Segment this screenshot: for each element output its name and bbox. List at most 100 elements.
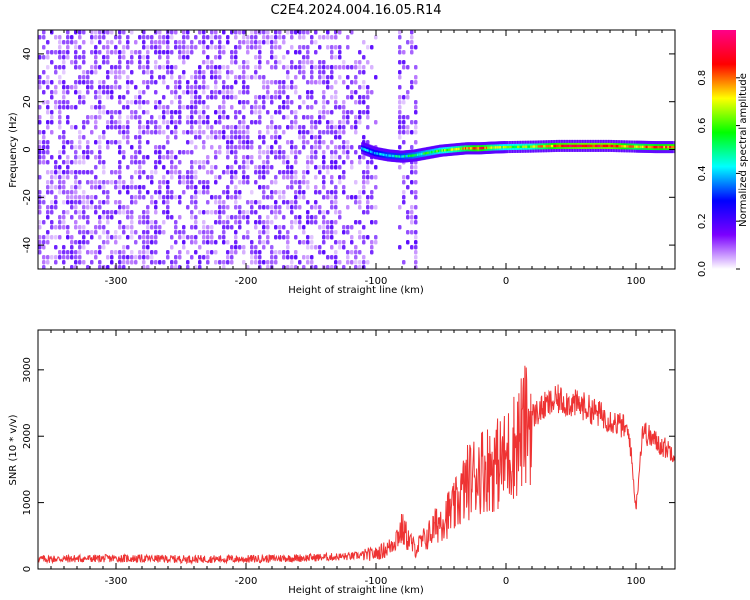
heatmap-noise-cell (262, 150, 266, 155)
heatmap-noise-cell (194, 205, 198, 210)
heatmap-noise-cell (82, 210, 86, 215)
heatmap-noise-cell (110, 260, 114, 265)
heatmap-noise-cell (82, 70, 86, 75)
heatmap-noise-cell (310, 145, 314, 150)
heatmap-noise-cell (66, 50, 70, 55)
heatmap-noise-cell (170, 160, 174, 165)
heatmap-noise-cell (282, 225, 286, 230)
heatmap-noise-cell (94, 55, 98, 60)
heatmap-noise-cell (326, 195, 330, 200)
heatmap-noise-cell (398, 105, 402, 110)
heatmap-noise-cell (78, 245, 82, 250)
heatmap-noise-cell (254, 70, 258, 75)
heatmap-noise-cell (86, 75, 90, 80)
heatmap-noise-cell (342, 265, 346, 270)
heatmap-noise-cell (158, 35, 162, 40)
heatmap-noise-cell (334, 220, 338, 225)
heatmap-noise-cell (234, 75, 238, 80)
heatmap-noise-cell (74, 205, 78, 210)
heatmap-noise-cell (250, 190, 254, 195)
heatmap-noise-cell (54, 185, 58, 190)
heatmap-noise-cell (298, 220, 302, 225)
heatmap-noise-cell (182, 150, 186, 155)
heatmap-noise-cell (366, 160, 370, 165)
spectrogram-y-tick-label: -20 (22, 189, 33, 205)
heatmap-noise-cell (198, 85, 202, 90)
heatmap-noise-cell (122, 210, 126, 215)
heatmap-noise-cell (134, 85, 138, 90)
heatmap-noise-cell (302, 175, 306, 180)
heatmap-noise-cell (342, 65, 346, 70)
heatmap-noise-cell (122, 225, 126, 230)
heatmap-noise-cell (122, 185, 126, 190)
heatmap-noise-cell (162, 165, 166, 170)
heatmap-noise-cell (314, 200, 318, 205)
heatmap-noise-cell (174, 230, 178, 235)
heatmap-noise-cell (306, 240, 310, 245)
colorbar-ticks: 0.00.20.40.60.8 (697, 70, 740, 277)
heatmap-noise-cell (70, 265, 74, 270)
heatmap-noise-cell (62, 225, 66, 230)
heatmap-noise-cell (302, 100, 306, 105)
heatmap-noise-cell (366, 205, 370, 210)
heatmap-noise-cell (98, 30, 102, 35)
heatmap-noise-cell (270, 95, 274, 100)
heatmap-noise-cell (326, 145, 330, 150)
heatmap-noise-cell (38, 200, 42, 205)
heatmap-noise-cell (94, 185, 98, 190)
heatmap-noise-cell (138, 95, 142, 100)
heatmap-noise-cell (282, 170, 286, 175)
heatmap-noise-cell (166, 185, 170, 190)
heatmap-noise-cell (202, 145, 206, 150)
heatmap-noise-cell (174, 195, 178, 200)
heatmap-noise-cell (338, 175, 342, 180)
heatmap-noise-cell (354, 200, 358, 205)
heatmap-noise-cell (414, 235, 418, 240)
heatmap-noise-cell (230, 105, 234, 110)
heatmap-noise-cell (278, 230, 282, 235)
heatmap-noise-cell (102, 215, 106, 220)
heatmap-noise-cell (90, 180, 94, 185)
heatmap-noise-cell (82, 155, 86, 160)
heatmap-noise-cell (298, 180, 302, 185)
heatmap-noise-cell (306, 245, 310, 250)
heatmap-noise-cell (58, 250, 62, 255)
heatmap-noise-cell (282, 105, 286, 110)
heatmap-signal-core (540, 145, 545, 148)
heatmap-noise-cell (98, 95, 102, 100)
heatmap-noise-cell (74, 170, 78, 175)
heatmap-noise-cell (202, 140, 206, 145)
heatmap-noise-cell (414, 215, 418, 220)
heatmap-noise-cell (174, 165, 178, 170)
heatmap-noise-cell (118, 160, 122, 165)
heatmap-noise-cell (218, 50, 222, 55)
heatmap-noise-cell (398, 35, 402, 40)
heatmap-noise-cell (254, 220, 258, 225)
heatmap-noise-cell (322, 75, 326, 80)
heatmap-noise-cell (234, 245, 238, 250)
heatmap-noise-cell (334, 155, 338, 160)
heatmap-noise-cell (346, 195, 350, 200)
heatmap-noise-cell (98, 205, 102, 210)
heatmap-noise-cell (86, 205, 90, 210)
heatmap-noise-cell (370, 90, 374, 95)
heatmap-noise-cell (358, 70, 362, 75)
heatmap-noise-cell (194, 235, 198, 240)
heatmap-noise-cell (38, 120, 42, 125)
heatmap-noise-cell (370, 65, 374, 70)
heatmap-noise-cell (322, 100, 326, 105)
heatmap-noise-cell (242, 260, 246, 265)
heatmap-noise-cell (274, 200, 278, 205)
heatmap-noise-cell (302, 255, 306, 260)
heatmap-noise-cell (266, 205, 270, 210)
heatmap-noise-cell (274, 35, 278, 40)
heatmap-noise-cell (178, 40, 182, 45)
heatmap-noise-cell (118, 265, 122, 270)
heatmap-noise-cell (334, 210, 338, 215)
heatmap-noise-cell (126, 255, 130, 260)
spectrogram-x-tick-label: 0 (503, 276, 509, 287)
heatmap-noise-cell (250, 255, 254, 260)
heatmap-noise-cell (194, 105, 198, 110)
heatmap-noise-cell (162, 210, 166, 215)
heatmap-noise-cell (46, 85, 50, 90)
